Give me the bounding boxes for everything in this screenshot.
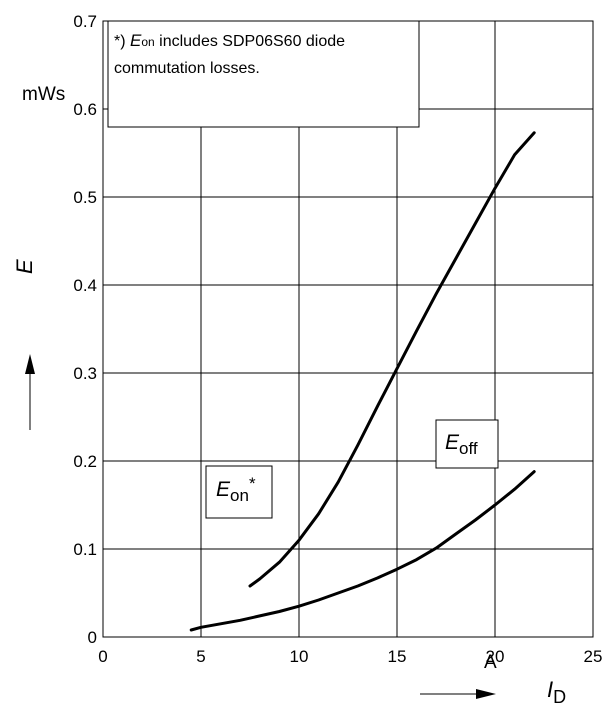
note-box: *) Eon includes SDP06S60 diode commutati… xyxy=(107,20,420,128)
series-label-eoff-text: Eoff xyxy=(445,431,478,458)
x-tick-label: 25 xyxy=(584,647,603,666)
note-line-1: *) Eon includes SDP06S60 diode xyxy=(114,31,345,50)
series-label-eoff: Eoff xyxy=(435,419,499,469)
note-box-frame xyxy=(107,20,420,128)
x-tick-label: 20 xyxy=(486,647,505,666)
eon-sub: on xyxy=(230,486,249,505)
note-var: E xyxy=(130,31,142,50)
x-arrow xyxy=(420,689,496,699)
note-prefix: *) xyxy=(114,33,130,50)
series-label-eon-text: Eon* xyxy=(216,474,256,505)
eon-var: E xyxy=(216,478,231,501)
y-tick-label: 0 xyxy=(88,628,97,647)
series-line-eoff xyxy=(189,470,536,632)
y-arrow xyxy=(25,354,35,430)
x-tick-label: 10 xyxy=(290,647,309,666)
y-tick-label: 0.6 xyxy=(73,100,97,119)
eoff-sub: off xyxy=(459,439,478,458)
y-axis-label: E xyxy=(12,259,37,274)
y-tick-label: 0.5 xyxy=(73,188,97,207)
note-sub: on xyxy=(141,35,154,49)
x-axis-sub: D xyxy=(553,687,566,707)
x-tick-label: 15 xyxy=(388,647,407,666)
series-label-eon-frame xyxy=(205,465,273,519)
series-line-eon xyxy=(248,131,536,588)
eon-sup: * xyxy=(249,474,256,493)
x-unit: A xyxy=(484,652,497,673)
x-axis-var: I xyxy=(547,677,553,702)
y-tick-label: 0.3 xyxy=(73,364,97,383)
series-label-eon: Eon* xyxy=(205,465,273,519)
y-tick-label: 0.4 xyxy=(73,276,97,295)
y-tick-label: 0.2 xyxy=(73,452,97,471)
x-axis-label: ID xyxy=(547,677,566,707)
eoff-var: E xyxy=(445,431,460,454)
note-text-1: includes SDP06S60 diode xyxy=(155,33,345,50)
note-line-2: commutation losses. xyxy=(114,60,260,77)
tick-labels: 0 5 10 15 20 25 0 0.1 0.2 0.3 0.4 0.5 0.6 0.7 xyxy=(73,12,602,666)
series-layer xyxy=(189,131,536,632)
series-label-eoff-frame xyxy=(435,419,499,469)
x-tick-label: 0 xyxy=(98,647,107,666)
y-tick-label: 0.7 xyxy=(73,12,97,31)
x-tick-label: 5 xyxy=(196,647,205,666)
y-tick-label: 0.1 xyxy=(73,540,97,559)
y-unit: mWs xyxy=(22,84,65,105)
